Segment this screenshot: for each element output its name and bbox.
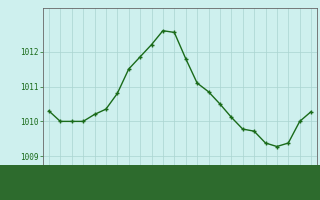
X-axis label: Graphe pression niveau de la mer (hPa): Graphe pression niveau de la mer (hPa) bbox=[68, 181, 292, 191]
